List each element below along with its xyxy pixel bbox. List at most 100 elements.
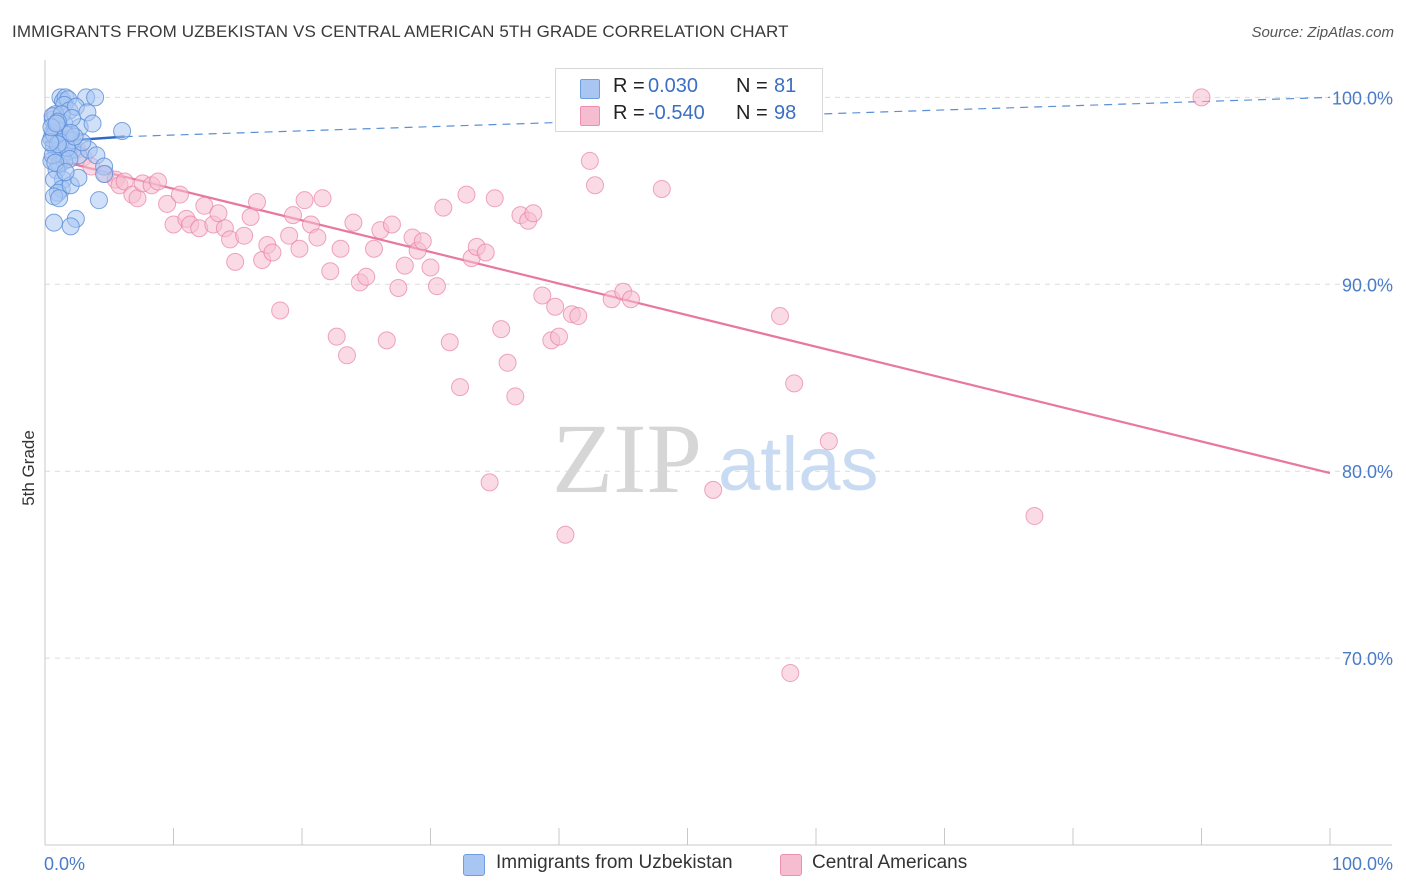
point-central-americans-36 [280,226,299,245]
point-central-americans-70 [492,320,511,339]
point-central-americans-78 [546,297,565,316]
point-central-americans-93 [785,374,804,393]
point-central-americans-47 [344,213,363,232]
point-central-americans-58 [413,232,432,251]
legend-n-label: N = [736,102,768,124]
legend-r-label: R = [613,75,645,97]
point-central-americans-94 [819,432,838,451]
legend-swatch-uzbekistan [463,854,485,876]
legend-swatch-central-americans [580,106,600,126]
x-tick-label-1: 100.0% [1332,854,1393,874]
point-uzbekistan-65 [56,163,75,182]
point-central-americans-45 [331,239,350,258]
point-central-americans-16 [149,172,168,191]
point-central-americans-60 [427,277,446,296]
point-central-americans-71 [498,353,517,372]
point-central-americans-80 [556,525,575,544]
point-central-americans-55 [395,256,414,275]
point-central-americans-88 [652,179,671,198]
legend-n-label: N = [736,75,768,97]
point-central-americans-63 [451,378,470,397]
legend-r-value: 0.030 [648,75,699,97]
point-uzbekistan-41 [89,191,108,210]
point-uzbekistan-16 [83,114,102,133]
point-central-americans-62 [440,333,459,352]
point-central-americans-68 [480,473,499,492]
point-central-americans-38 [290,239,309,258]
watermark-atlas: atlas [718,422,879,507]
point-uzbekistan-42 [44,213,63,232]
y-tick-label-2: 90.0% [1342,275,1393,295]
point-central-americans-69 [485,189,504,208]
point-central-americans-53 [382,215,401,234]
point-central-americans-17 [158,194,177,213]
point-central-americans-91 [771,307,790,326]
point-central-americans-35 [271,301,290,320]
point-central-americans-64 [457,185,476,204]
point-central-americans-67 [476,243,495,262]
point-central-americans-46 [337,346,356,365]
chart-title: IMMIGRANTS FROM UZBEKISTAN VS CENTRAL AM… [12,22,789,41]
point-uzbekistan-67 [47,114,66,133]
series-legend: Immigrants from Uzbekistan Central Ameri… [0,850,1406,880]
point-central-americans-83 [580,151,599,170]
point-central-americans-87 [621,290,640,309]
legend-r-label: R = [613,102,645,124]
point-central-americans-79 [550,327,568,346]
point-uzbekistan-33 [95,165,114,184]
point-central-americans-49 [357,267,376,286]
point-central-americans-23 [195,196,214,215]
point-uzbekistan-44 [61,217,80,236]
point-central-americans-39 [295,191,314,210]
y-axis-label: 5th Grade [19,430,38,506]
point-central-americans-95 [1025,507,1044,526]
legend-swatch-uzbekistan [580,79,600,99]
point-central-americans-30 [241,208,260,226]
point-central-americans-76 [533,286,552,305]
point-uzbekistan-62 [41,133,60,152]
point-central-americans-34 [263,243,282,262]
point-uzbekistan-66 [61,123,80,142]
point-central-americans-92 [781,664,800,683]
point-central-americans-19 [170,185,189,204]
source-label: Source: ZipAtlas.com [1251,24,1394,41]
point-central-americans-43 [321,262,340,281]
point-central-americans-52 [377,331,396,350]
point-central-americans-13 [128,189,147,208]
legend-row-uzbekistan: R = 0.030 N = 81 [556,75,822,101]
legend-row-central-americans: R = -0.540 N = 98 [556,102,822,128]
point-central-americans-25 [209,204,228,223]
grid-lines [45,96,1392,659]
point-central-americans-84 [585,176,604,195]
point-central-americans-31 [248,193,267,212]
point-central-americans-96 [1192,88,1211,107]
point-central-americans-72 [506,387,525,406]
legend-r-value: -0.540 [648,102,705,124]
legend-n-value: 81 [774,75,797,97]
y-tick-label-3: 100.0% [1332,88,1393,108]
legend-label-central-americans: Central Americans [812,852,968,873]
point-central-americans-44 [327,327,346,346]
data-points [41,88,1211,683]
point-central-americans-90 [704,480,723,499]
axes [44,60,1392,846]
point-central-americans-54 [389,279,408,298]
point-central-americans-82 [569,307,588,326]
x-tick-label-0: 0.0% [44,854,85,874]
watermark: ZIP atlas [552,403,879,514]
point-central-americans-37 [284,206,303,225]
point-central-americans-29 [235,226,254,245]
point-uzbekistan-40 [50,189,69,208]
point-central-americans-59 [421,258,440,277]
y-tick-label-1: 80.0% [1342,462,1393,482]
legend-label-uzbekistan: Immigrants from Uzbekistan [496,852,733,873]
point-central-americans-41 [308,228,327,247]
point-central-americans-61 [434,198,453,217]
legend-n-value: 98 [774,102,797,124]
watermark-zip: ZIP [552,403,702,514]
point-central-americans-75 [524,204,543,223]
legend-swatch-central-americans [780,854,802,876]
point-uzbekistan-6 [86,88,105,107]
y-tick-label-0: 70.0% [1342,649,1393,669]
